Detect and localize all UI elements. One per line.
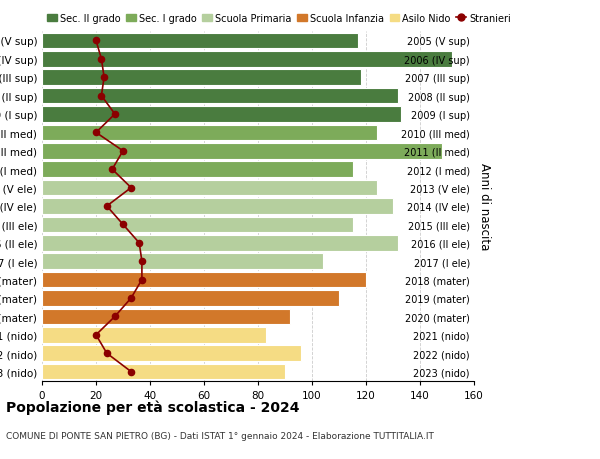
Bar [42, 180, 377, 196]
Bar [42, 70, 361, 86]
Bar [42, 235, 398, 251]
Point [102, 350, 112, 357]
Bar [42, 125, 377, 141]
Point [100, 74, 109, 82]
Point [134, 240, 144, 247]
Point [137, 258, 147, 265]
Y-axis label: Anni di nascita: Anni di nascita [478, 163, 491, 250]
Legend: Sec. II grado, Sec. I grado, Scuola Primaria, Scuola Infanzia, Asilo Nido, Stran: Sec. II grado, Sec. I grado, Scuola Prim… [47, 14, 511, 24]
Point [102, 203, 112, 210]
Point [127, 368, 136, 375]
Bar [42, 272, 366, 288]
Point [97, 93, 106, 100]
Point [110, 111, 120, 118]
Point [127, 185, 136, 192]
Point [118, 221, 128, 229]
Bar [42, 364, 285, 380]
Bar [42, 107, 401, 123]
Point [91, 331, 101, 339]
Point [118, 148, 128, 155]
Point [137, 276, 147, 284]
Bar [42, 291, 339, 306]
Bar [42, 254, 323, 269]
Point [91, 38, 101, 45]
Point [107, 166, 117, 174]
Bar [42, 346, 301, 361]
Bar [42, 144, 442, 159]
Point [110, 313, 120, 320]
Bar [42, 327, 266, 343]
Bar [42, 34, 358, 49]
Point [91, 129, 101, 137]
Point [127, 295, 136, 302]
Bar [42, 217, 353, 233]
Text: Popolazione per età scolastica - 2024: Popolazione per età scolastica - 2024 [6, 399, 299, 414]
Bar [42, 199, 393, 214]
Bar [42, 52, 452, 67]
Bar [42, 162, 353, 178]
Bar [42, 89, 398, 104]
Point [97, 56, 106, 63]
Text: COMUNE DI PONTE SAN PIETRO (BG) - Dati ISTAT 1° gennaio 2024 - Elaborazione TUTT: COMUNE DI PONTE SAN PIETRO (BG) - Dati I… [6, 431, 434, 441]
Bar [42, 309, 290, 325]
